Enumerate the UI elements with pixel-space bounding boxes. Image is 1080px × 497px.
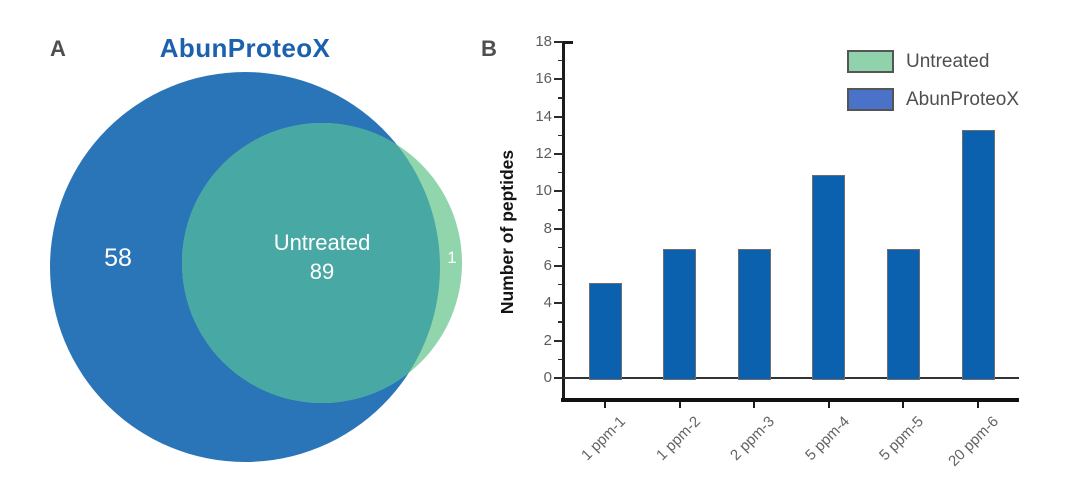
bar [663, 249, 697, 380]
bar [588, 282, 622, 380]
y-major-tick [554, 265, 563, 267]
y-minor-tick [558, 97, 563, 99]
y-major-tick [554, 302, 563, 305]
panel-a-label: A [50, 36, 66, 61]
y-axis-top-tick [565, 41, 573, 44]
y-tick-label: 8 [543, 219, 552, 237]
venn-value-untreated-only: 1 [447, 248, 457, 267]
legend-item-abunproteox: AbunProteoX [847, 88, 1019, 111]
legend-label-untreated: Untreated [906, 50, 990, 72]
y-major-tick [554, 153, 563, 155]
x-tick [827, 402, 830, 408]
zero-baseline [563, 377, 1019, 379]
legend-item-untreated: Untreated [847, 50, 1019, 73]
y-tick-label: 4 [543, 294, 552, 312]
y-tick-label: 14 [535, 107, 552, 125]
y-tick-label: 16 [535, 70, 552, 88]
y-minor-tick [558, 209, 563, 211]
venn-overlap-region [182, 123, 440, 403]
y-minor-tick [558, 134, 563, 137]
y-tick-label: 18 [535, 33, 552, 50]
bar [737, 249, 771, 380]
venn-title: AbunProteoX [159, 33, 331, 63]
y-tick-label: 2 [543, 331, 552, 349]
x-tick [678, 402, 681, 408]
bar [886, 249, 920, 380]
y-major-tick [554, 115, 563, 118]
bar [961, 129, 995, 380]
venn-diagram [50, 72, 462, 462]
y-tick-label: 0 [543, 369, 552, 386]
legend-swatch-untreated [847, 50, 894, 73]
x-tick [604, 402, 606, 408]
y-minor-tick [558, 246, 563, 249]
y-minor-tick [558, 358, 563, 361]
venn-value-intersection: 89 [309, 259, 335, 284]
y-major-tick [554, 41, 563, 43]
panel-b-label: B [481, 36, 497, 61]
x-axis-spine [561, 398, 1019, 402]
x-tick [977, 402, 979, 408]
x-tick [753, 402, 756, 408]
legend: Untreated AbunProteoX [847, 50, 1019, 126]
y-tick-label: 12 [535, 145, 552, 162]
venn-overlap-set-label: Untreated [273, 230, 371, 255]
y-axis-spine [562, 41, 565, 402]
venn-overlap-labels: Untreated 89 [217, 228, 427, 286]
y-major-tick [554, 339, 563, 342]
bar [812, 174, 846, 380]
y-major-tick [554, 227, 563, 230]
x-tick-label: 1 ppm-1 [578, 413, 630, 464]
venn-value-abunproteox-only: 58 [104, 244, 132, 272]
y-major-tick [554, 190, 563, 193]
y-major-tick [554, 78, 563, 81]
y-minor-tick [558, 171, 563, 174]
y-minor-tick [558, 321, 563, 323]
y-minor-tick [558, 59, 563, 62]
y-tick-label: 10 [535, 182, 552, 200]
y-minor-tick [558, 283, 563, 286]
x-tick [902, 402, 905, 408]
legend-swatch-abunproteox [847, 88, 894, 111]
legend-label-abunproteox: AbunProteoX [906, 88, 1020, 110]
y-major-tick [554, 377, 563, 379]
y-tick-label: 6 [543, 257, 552, 274]
